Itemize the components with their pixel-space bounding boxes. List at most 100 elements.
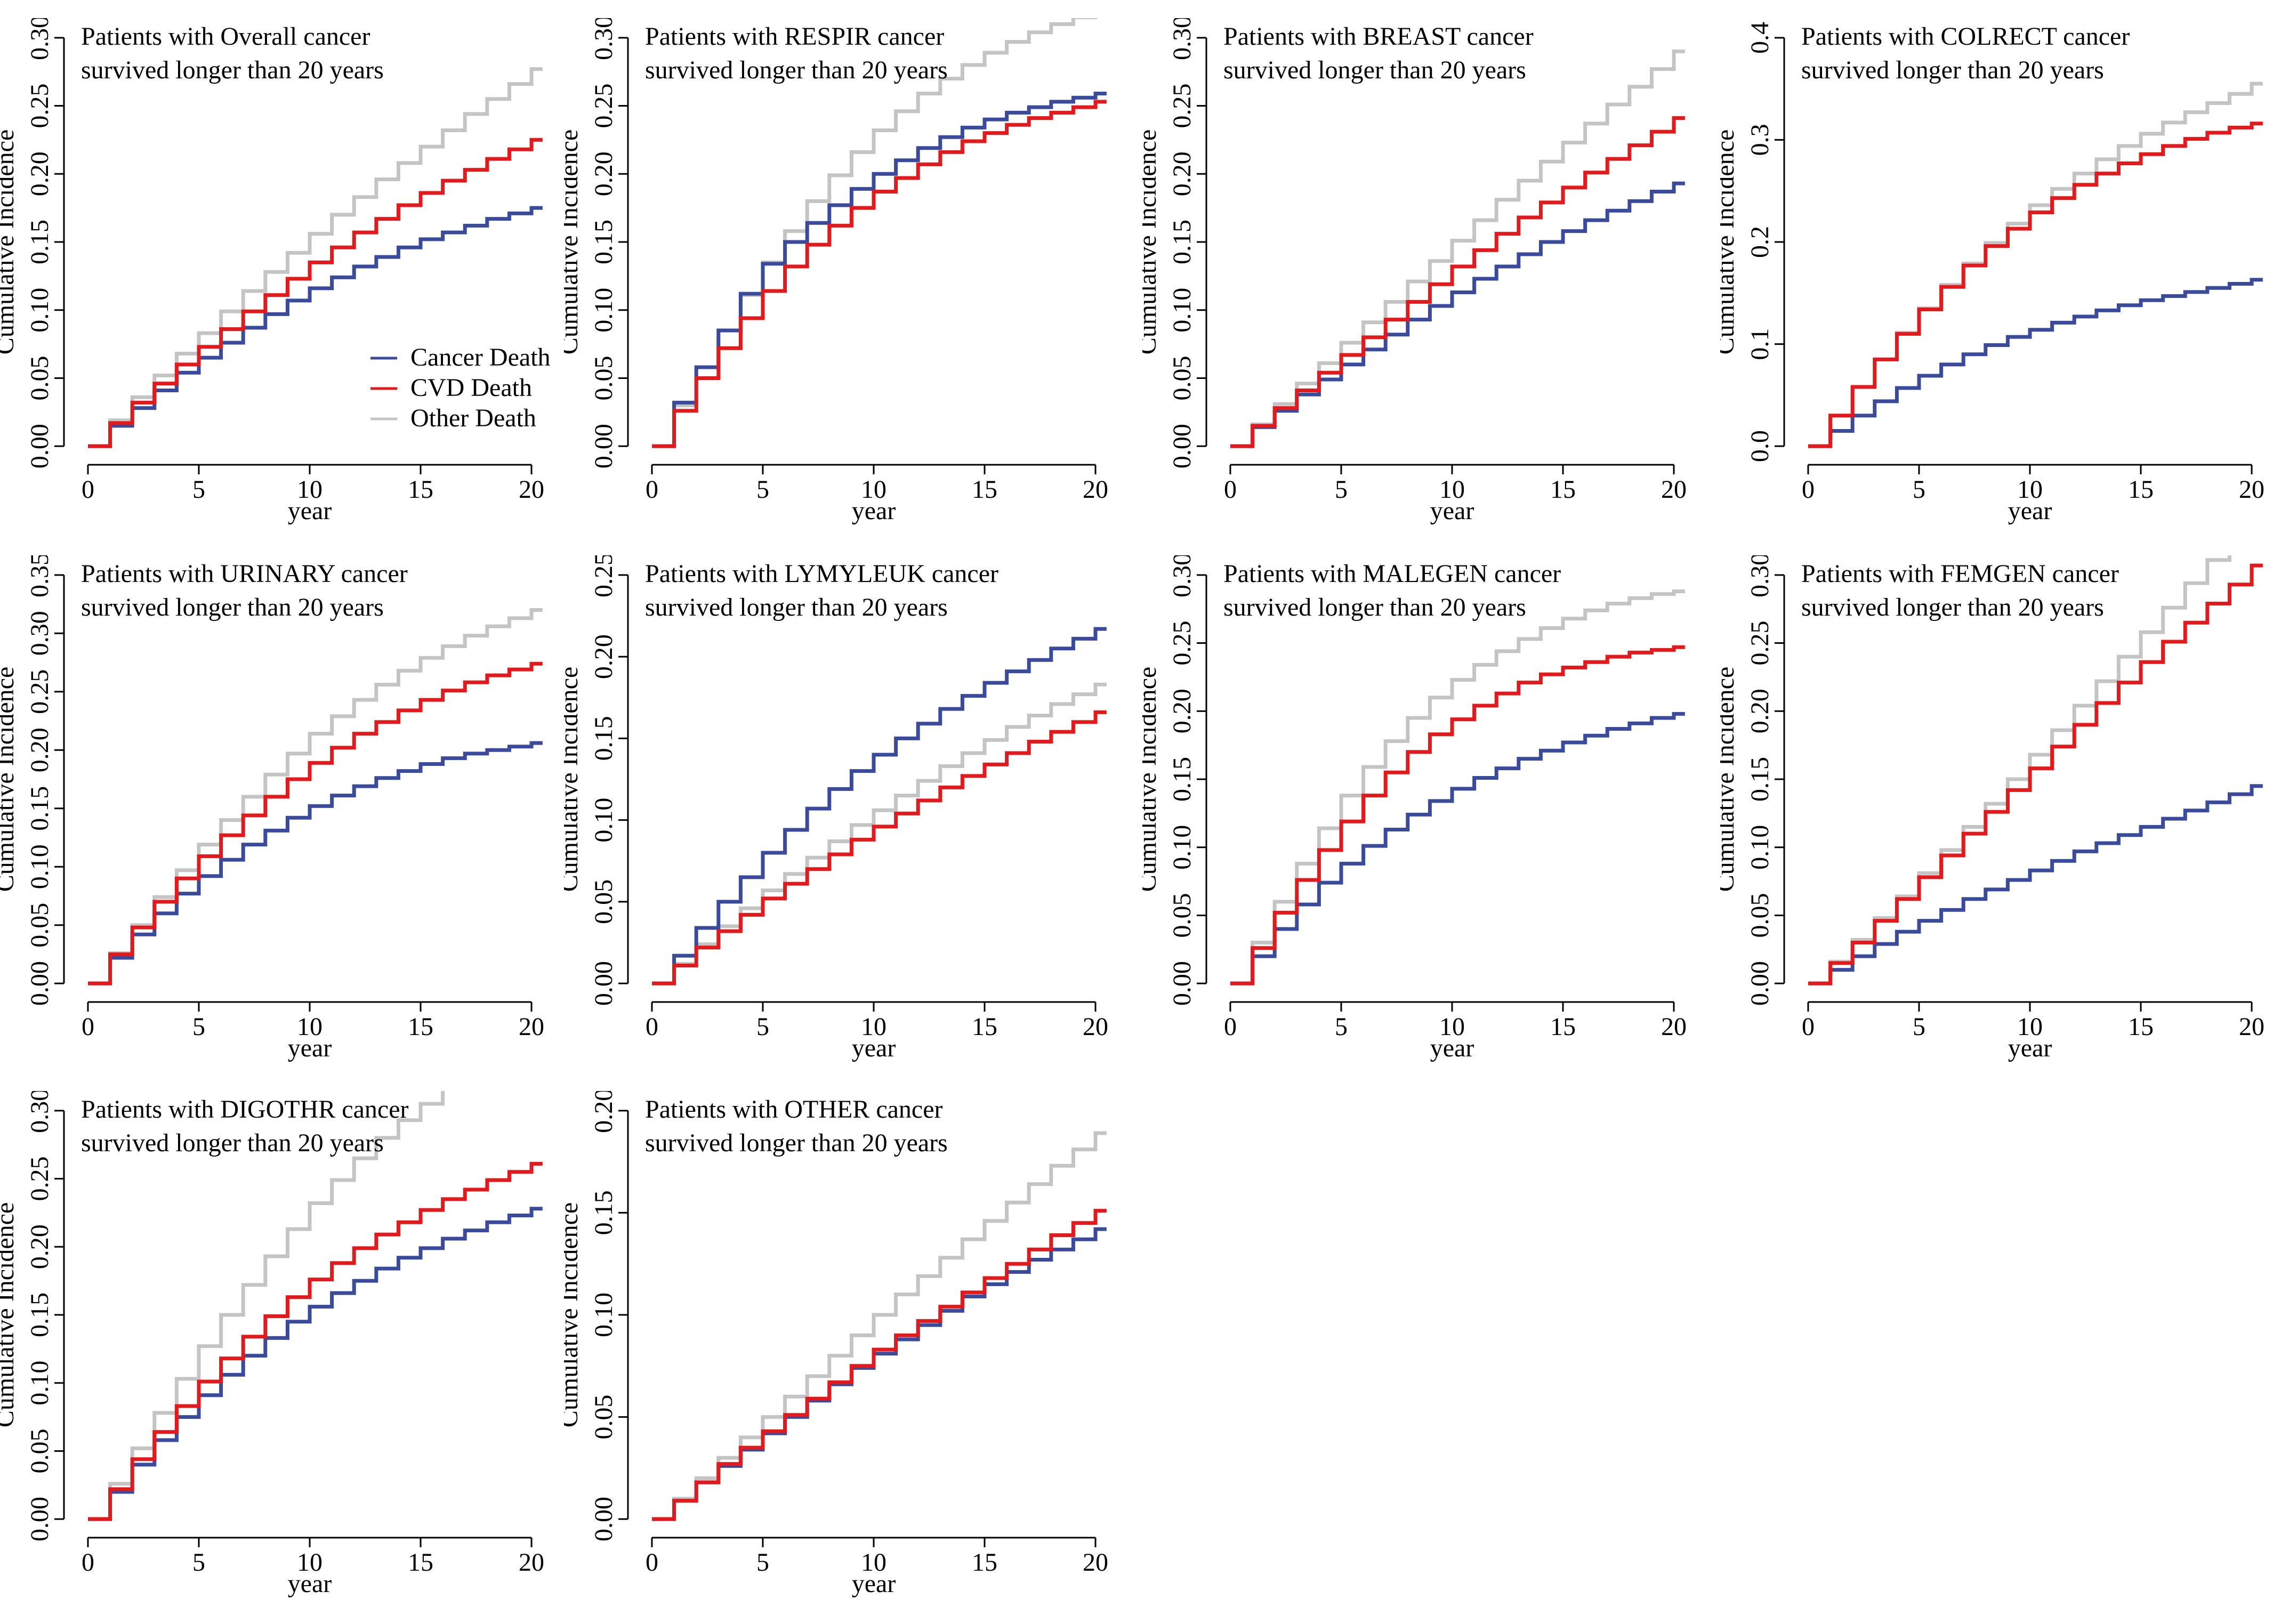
y-tick-label: 0.05 — [590, 355, 618, 400]
y-tick-label: 0.15 — [26, 1292, 54, 1337]
y-tick-label: 0.05 — [590, 1395, 618, 1440]
series-line-cancer-death — [1230, 181, 1685, 448]
x-tick-label: 5 — [1913, 1013, 1925, 1041]
chart-title: Patients with FEMGEN cancer — [1801, 560, 2119, 588]
x-tick-label: 0 — [82, 475, 94, 504]
y-tick-label: 0.00 — [26, 424, 54, 468]
x-tick-label: 0 — [646, 1013, 658, 1041]
series-line-cvd-death — [1230, 645, 1685, 985]
y-tick-label: 0.2 — [1746, 226, 1774, 258]
x-axis-label: year — [1430, 497, 1474, 525]
y-tick-label: 0.00 — [590, 961, 618, 1006]
series-line-cancer-death — [1808, 784, 2263, 985]
y-tick-label: 0.30 — [26, 611, 54, 656]
series-line-cvd-death — [87, 138, 543, 448]
x-axis-label: year — [2008, 497, 2052, 525]
series-line-cvd-death — [651, 710, 1107, 985]
x-tick-label: 5 — [756, 1548, 769, 1577]
y-tick-label: 0.20 — [26, 1224, 54, 1269]
chart-panel-7: 0 5 10 15 20 year 0.00 0.05 0.10 0.15 0.20 0.25 0.30… — [1720, 555, 2264, 1062]
x-tick-label: 10 — [297, 475, 323, 504]
chart-subtitle: survived longer than 20 years — [81, 1129, 384, 1157]
y-tick-label: 0.30 — [1746, 555, 1774, 597]
y-tick-label: 0.35 — [26, 555, 54, 597]
chart-subtitle: survived longer than 20 years — [81, 593, 384, 621]
x-tick-label: 0 — [82, 1548, 94, 1577]
y-tick-label: 0.30 — [1168, 18, 1196, 60]
series-line-cancer-death — [87, 1207, 543, 1521]
x-tick-label: 0 — [1802, 475, 1815, 504]
x-tick-label: 20 — [1661, 1013, 1687, 1041]
x-tick-label: 20 — [2239, 1013, 2264, 1041]
chart-title: Patients with OTHER cancer — [645, 1095, 943, 1124]
y-tick-label: 0.10 — [1168, 288, 1196, 333]
y-tick-label: 0.25 — [1168, 84, 1196, 128]
x-tick-label: 20 — [2239, 475, 2264, 504]
series-line-other-death — [87, 608, 543, 985]
x-tick-label: 15 — [1550, 475, 1576, 504]
y-axis-label: Cumulative Incidence — [0, 1202, 19, 1428]
y-tick-label: 0.00 — [590, 1497, 618, 1541]
x-tick-label: 10 — [2017, 475, 2043, 504]
y-axis-label: Cumulative Incidence — [0, 130, 19, 355]
x-tick-label: 15 — [408, 1013, 433, 1041]
y-tick-label: 0.20 — [1168, 689, 1196, 733]
y-tick-label: 0.25 — [1746, 621, 1774, 666]
y-tick-label: 0.10 — [1168, 825, 1196, 870]
y-tick-label: 0.05 — [26, 1428, 54, 1473]
x-tick-label: 20 — [1083, 1548, 1108, 1577]
x-tick-label: 0 — [646, 475, 658, 504]
legend-label: CVD Death — [410, 374, 532, 402]
y-tick-label: 0.15 — [590, 220, 618, 264]
chart-subtitle: survived longer than 20 years — [645, 1129, 948, 1157]
series-line-cvd-death — [651, 100, 1107, 448]
x-tick-label: 15 — [972, 1013, 997, 1041]
series-line-other-death — [1230, 589, 1685, 985]
x-tick-label: 10 — [861, 1013, 886, 1041]
x-tick-label: 15 — [972, 1548, 997, 1577]
series-line-cvd-death — [87, 661, 543, 985]
y-tick-label: 0.10 — [590, 1292, 618, 1337]
x-axis-label: year — [288, 1034, 332, 1062]
x-tick-label: 20 — [519, 1548, 544, 1577]
x-axis-label: year — [2008, 1034, 2052, 1062]
chart-panel-5: 0 5 10 15 20 year 0.00 0.05 0.10 0.15 0.20 0.25 Cumu… — [564, 555, 1108, 1062]
y-tick-label: 0.25 — [26, 1157, 54, 1201]
y-axis-label: Cumulative Incidence — [1142, 130, 1162, 355]
series-line-other-death — [87, 1091, 445, 1521]
x-tick-label: 5 — [1335, 1013, 1348, 1041]
series-line-cvd-death — [651, 1209, 1107, 1521]
y-tick-label: 0.00 — [26, 961, 54, 1006]
y-tick-label: 0.10 — [1746, 825, 1774, 870]
y-tick-label: 0.30 — [1168, 555, 1196, 597]
series-line-other-death — [651, 682, 1107, 985]
series-line-cvd-death — [1230, 116, 1685, 448]
y-tick-label: 0.00 — [1168, 424, 1196, 468]
x-axis-label: year — [1430, 1034, 1474, 1062]
y-tick-label: 0.20 — [1168, 151, 1196, 196]
y-axis-label: Cumulative Incidence — [0, 667, 19, 892]
x-axis-label: year — [288, 1570, 332, 1598]
y-tick-label: 0.10 — [26, 844, 54, 889]
y-axis-label: Cumulative Incidence — [564, 667, 583, 892]
x-tick-label: 10 — [1439, 475, 1465, 504]
chart-panel-0: 0 5 10 15 20 year 0.00 0.05 0.10 0.15 0.20 0.25 0.30… — [0, 18, 551, 525]
chart-title: Patients with COLRECT cancer — [1801, 22, 2130, 51]
chart-panel-4: 0 5 10 15 20 year 0.00 0.05 0.10 0.15 0.20 0.25 0.30… — [0, 555, 544, 1062]
y-tick-label: 0.10 — [590, 798, 618, 843]
chart-title: Patients with Overall cancer — [81, 22, 370, 51]
x-tick-label: 15 — [408, 1548, 433, 1577]
y-tick-label: 0.00 — [590, 424, 618, 468]
x-axis-label: year — [288, 497, 332, 525]
y-tick-label: 0.4 — [1746, 22, 1774, 54]
y-tick-label: 0.20 — [590, 634, 618, 679]
y-tick-label: 0.20 — [1746, 689, 1774, 733]
y-tick-label: 0.00 — [1746, 961, 1774, 1006]
y-tick-label: 0.20 — [590, 151, 618, 196]
series-line-cancer-death — [87, 206, 543, 448]
x-axis-label: year — [852, 1570, 896, 1598]
x-tick-label: 15 — [408, 475, 433, 504]
y-tick-label: 0.05 — [1168, 893, 1196, 938]
chart-panel-2: 0 5 10 15 20 year 0.00 0.05 0.10 0.15 0.20 0.25 0.30… — [1142, 18, 1687, 525]
